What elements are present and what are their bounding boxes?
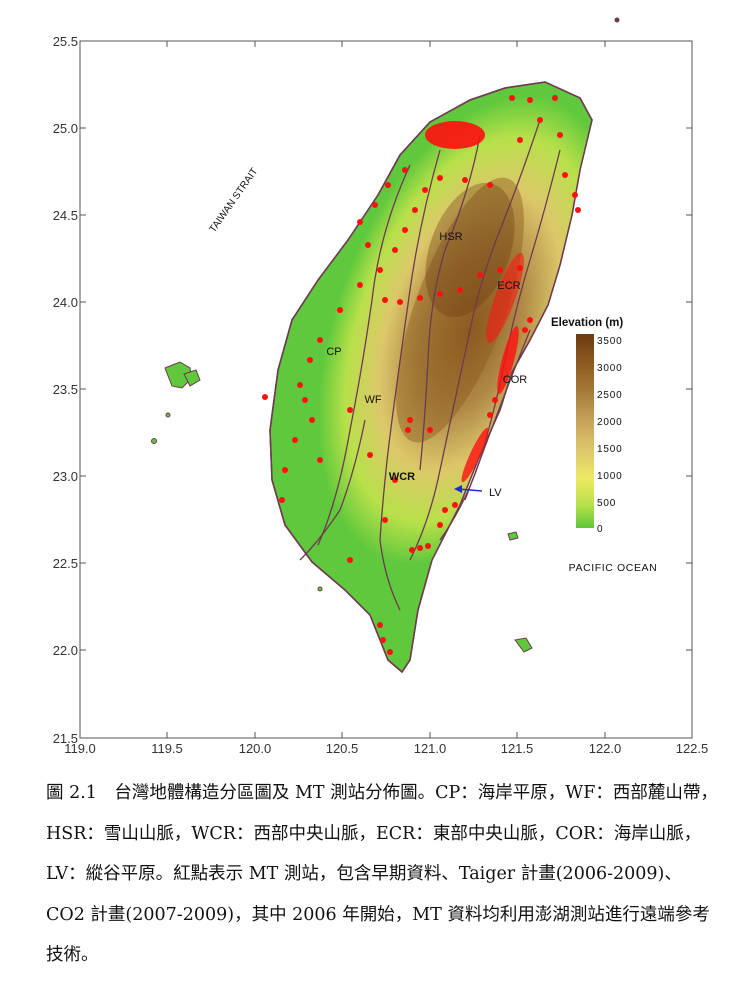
x-tick-label: 122.5	[676, 741, 709, 756]
x-tick-label: 119.5	[151, 741, 183, 756]
legend-tick-label: 1500	[597, 444, 622, 455]
x-tick-label: 120.5	[326, 741, 359, 756]
axis-ticks	[79, 40, 693, 739]
legend-tick-label: 2500	[597, 390, 622, 401]
x-tick-label: 121.0	[414, 741, 447, 756]
pacific-ocean-label: PACIFIC OCEAN	[569, 562, 658, 574]
wcr-label: WCR	[389, 471, 415, 483]
y-tick-label: 23.5	[53, 382, 78, 397]
legend-tick-label: 3000	[597, 363, 622, 374]
y-tick-label: 22.0	[53, 643, 78, 658]
mt-stations	[262, 95, 581, 655]
legend-tick-label: 2000	[597, 417, 622, 428]
x-tick-label: 121.5	[501, 741, 534, 756]
y-tick-label: 23.0	[53, 469, 78, 484]
legend-tick-label: 1000	[597, 471, 622, 482]
cor-label: COR	[503, 374, 528, 386]
y-tick-label: 24.5	[53, 208, 78, 223]
elevation-legend: Elevation (m) 3500 3000 2500 2000 1500 1…	[551, 317, 623, 535]
legend-title: Elevation (m)	[551, 317, 623, 329]
offshore-islands	[151, 17, 620, 653]
y-tick-label: 21.5	[53, 731, 78, 746]
y-tick-label: 25.5	[53, 34, 78, 49]
y-tick-label: 25.0	[53, 121, 78, 136]
lv-arrow-icon	[454, 485, 483, 493]
ecr-label: ECR	[497, 280, 520, 292]
wf-label: WF	[364, 394, 381, 406]
legend-tick-label: 500	[597, 498, 616, 509]
hsr-label: HSR	[439, 231, 462, 243]
lv-label: LV	[489, 487, 502, 499]
region-boundaries	[299, 119, 561, 611]
y-tick-label: 24.0	[53, 295, 78, 310]
legend-color-bar	[576, 334, 594, 528]
x-tick-label: 122.0	[589, 741, 622, 756]
legend-tick-label: 0	[597, 524, 603, 535]
y-tick-label: 22.5	[53, 556, 78, 571]
figure-caption: 圖 2.1 台灣地體構造分區圖及 MT 測站分佈圖。CP：海岸平原，WF：西部麓…	[46, 783, 718, 965]
x-tick-label: 119.0	[64, 741, 96, 756]
taiwan-tectonic-map: 25.5 25.0 24.5 24.0 23.5 23.0 22.5 22.0 …	[53, 17, 709, 756]
legend-tick-label: 3500	[597, 336, 622, 347]
x-tick-label: 120.0	[239, 741, 272, 756]
cp-label: CP	[326, 346, 341, 358]
